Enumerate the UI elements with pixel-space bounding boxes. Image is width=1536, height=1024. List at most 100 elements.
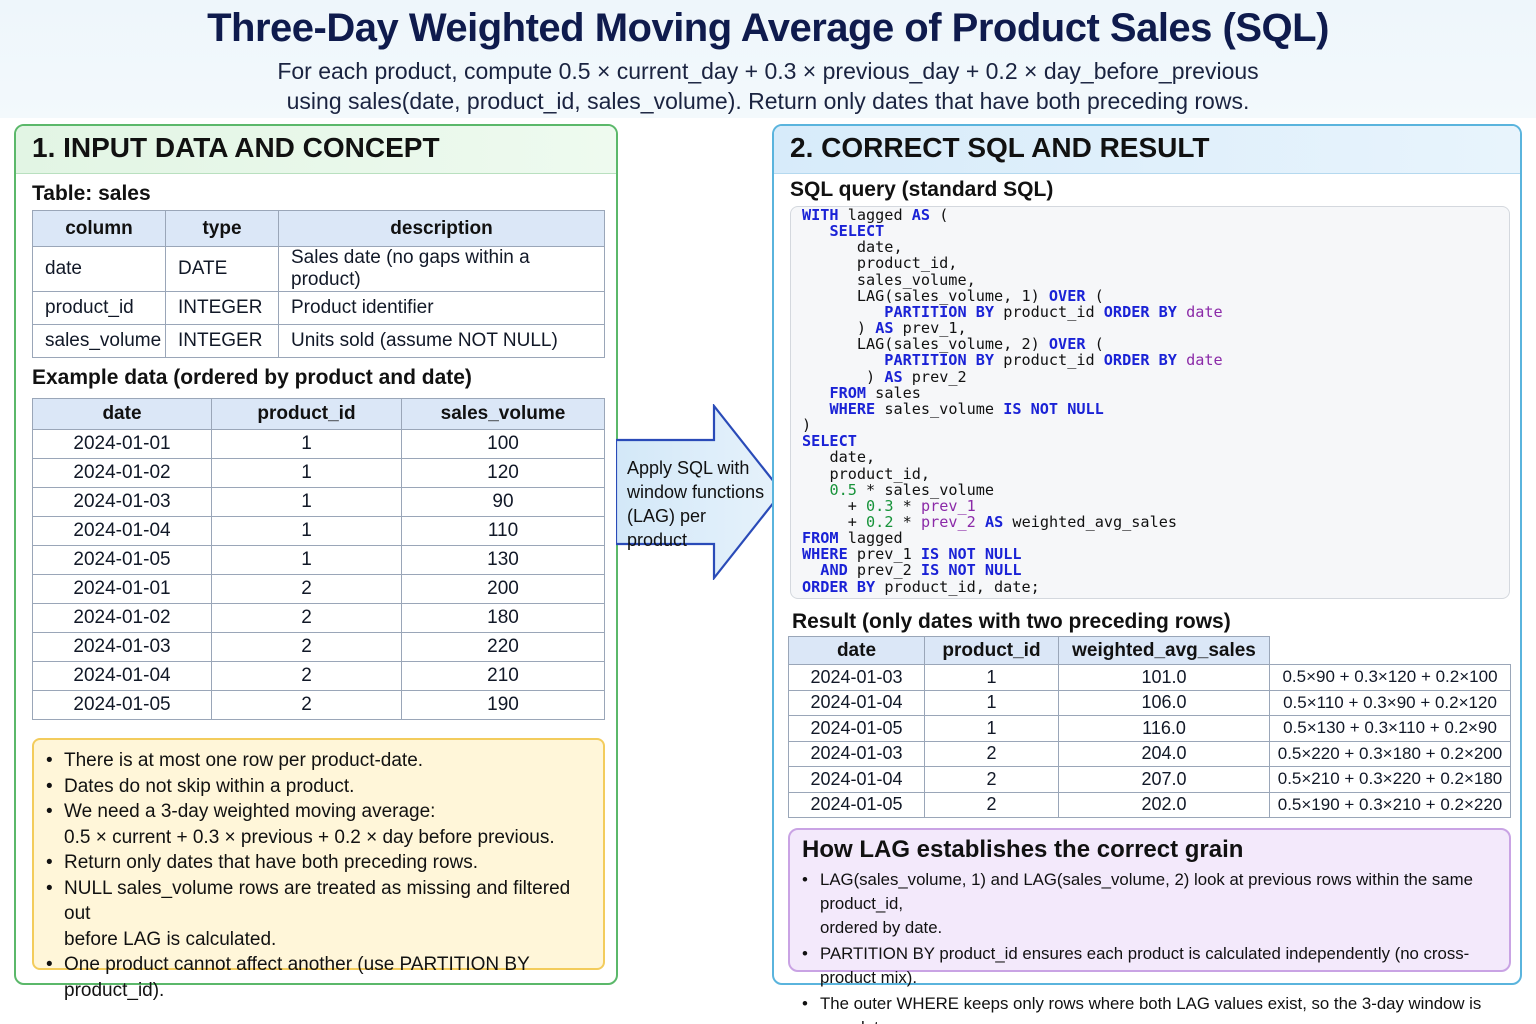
table-row: 2024-01-05 1 130	[32, 545, 605, 575]
table-cell: 1	[924, 664, 1059, 691]
table-cell: 2024-01-02	[32, 603, 212, 633]
schema-row: sales_volume INTEGER Units sold (assume …	[32, 324, 605, 358]
table-cell: 2024-01-02	[32, 458, 212, 488]
table-row: 2024-01-04 1 106.0 0.5×110 + 0.3×90 + 0.2×1…	[788, 689, 1511, 716]
schema-cell: INTEGER	[165, 324, 279, 358]
lag-explanation-title: How LAG establishes the correct grain	[802, 836, 1244, 863]
lag-point-continuation: ordered by date.	[820, 918, 943, 937]
table-row: 2024-01-03 2 220	[32, 632, 605, 662]
table-cell: 202.0	[1058, 791, 1270, 818]
process-arrow-icon	[616, 404, 784, 580]
table-cell: 2024-01-05	[788, 715, 925, 742]
table-cell: 2	[211, 632, 402, 662]
schema-cell: sales_volume	[32, 324, 166, 358]
table-cell: 120	[401, 458, 605, 488]
result-header-blank	[1269, 636, 1511, 665]
table-row: 2024-01-02 1 120	[32, 458, 605, 488]
formula-cell: 0.5×190 + 0.3×210 + 0.2×220	[1269, 791, 1511, 818]
formula-cell: 0.5×220 + 0.3×180 + 0.2×200	[1269, 740, 1511, 767]
table-cell: 116.0	[1058, 715, 1270, 742]
sql-code-block: WITH lagged AS ( SELECT date, product_id…	[790, 206, 1510, 599]
header: Three-Day Weighted Moving Average of Pro…	[0, 0, 1536, 118]
formula-cell: 0.5×90 + 0.3×120 + 0.2×100	[1269, 664, 1511, 691]
example-data-table: date product_id sales_volume 2024-01-01 1…	[32, 398, 605, 720]
table-cell: 200	[401, 574, 605, 604]
input-panel-title: 1. INPUT DATA AND CONCEPT	[16, 126, 616, 174]
table-cell: 90	[401, 487, 605, 517]
table-cell: 110	[401, 516, 605, 546]
table-cell: 2024-01-05	[788, 791, 925, 818]
table-row: 2024-01-04 1 110	[32, 516, 605, 546]
table-cell: 2	[924, 740, 1059, 767]
sql-query-title: SQL query (standard SQL)	[790, 178, 1054, 201]
assumptions-note-box: There is at most one row per product-dat…	[32, 738, 605, 1001]
table-cell: 190	[401, 690, 605, 720]
table-cell: 210	[401, 661, 605, 691]
lag-point: PARTITION BY product_id ensures each pro…	[802, 942, 1499, 990]
lag-point: The outer WHERE keeps only rows where bo…	[802, 992, 1499, 1024]
formula-cell: 0.5×210 + 0.3×220 + 0.2×180	[1269, 766, 1511, 793]
note-item: Return only dates that have both precedi…	[44, 850, 593, 876]
table-cell: 1	[924, 715, 1059, 742]
note-item: We need a 3-day weighted moving average:	[44, 799, 593, 825]
sql-panel-title: 2. CORRECT SQL AND RESULT	[774, 126, 1520, 174]
lag-explanation-box: How LAG establishes the correct grain LA…	[788, 828, 1511, 1024]
table-row: 2024-01-05 2 190	[32, 690, 605, 720]
table-row: 2024-01-03 1 90	[32, 487, 605, 517]
schema-header-cell: column	[32, 210, 166, 247]
table-row: 2024-01-05 1 116.0 0.5×130 + 0.3×110 + 0.2×…	[788, 715, 1511, 742]
arrow-label-line: (LAG) per product	[627, 506, 707, 550]
subtitle-line-1: For each product, compute 0.5 × current_…	[277, 58, 1259, 84]
table-row: 2024-01-04 2 207.0 0.5×210 + 0.3×220 + 0.2×…	[788, 766, 1511, 793]
table-cell: 2024-01-03	[32, 632, 212, 662]
table-cell: 2024-01-01	[32, 574, 212, 604]
arrow-label-line: Apply SQL with	[627, 458, 750, 478]
table-row: 2024-01-01 2 200	[32, 574, 605, 604]
note-item: NULL sales_volume rows are treated as mi…	[44, 876, 593, 927]
table-cell: 2	[211, 690, 402, 720]
schema-cell: DATE	[165, 246, 279, 292]
table-cell: 2024-01-04	[788, 689, 925, 716]
schema-table-title: Table: sales	[32, 182, 151, 205]
table-cell: 1	[924, 689, 1059, 716]
table-cell: 204.0	[1058, 740, 1270, 767]
table-cell: 106.0	[1058, 689, 1270, 716]
table-cell: 2	[924, 791, 1059, 818]
table-cell: 1	[211, 516, 402, 546]
note-item: There is at most one row per product-dat…	[44, 748, 593, 774]
table-cell: 2	[211, 603, 402, 633]
schema-cell: Product identifier	[278, 291, 605, 325]
table-cell: 2024-01-05	[32, 690, 212, 720]
note-item: One product cannot affect another (use P…	[44, 952, 593, 1003]
subtitle-line-2: using sales(date, product_id, sales_volu…	[286, 88, 1250, 114]
table-cell: 100	[401, 429, 605, 459]
table-row: 2024-01-03 2 204.0 0.5×220 + 0.3×180 + 0.2×…	[788, 740, 1511, 767]
note-item-continuation: 0.5 × current + 0.3 × previous + 0.2 × d…	[64, 826, 555, 848]
schema-cell: INTEGER	[165, 291, 279, 325]
schema-header-cell: type	[165, 210, 279, 247]
table-cell: 1	[211, 487, 402, 517]
result-header-cell: product_id	[924, 636, 1059, 665]
table-row: 2024-01-04 2 210	[32, 661, 605, 691]
table-cell: 2024-01-05	[32, 545, 212, 575]
note-item-continuation: before LAG is calculated.	[64, 928, 277, 950]
table-cell: 2024-01-04	[32, 516, 212, 546]
table-cell: 2	[924, 766, 1059, 793]
schema-table: column type description date DATE Sales …	[32, 210, 605, 358]
schema-row: product_id INTEGER Product identifier	[32, 291, 605, 325]
schema-cell: date	[32, 246, 166, 292]
result-table-title: Result (only dates with two preceding ro…	[792, 610, 1231, 633]
formula-cell: 0.5×110 + 0.3×90 + 0.2×120	[1269, 689, 1511, 716]
lag-point: LAG(sales_volume, 1) and LAG(sales_volum…	[802, 868, 1499, 916]
result-header-row: date product_id weighted_avg_sales	[788, 636, 1511, 665]
table-cell: 180	[401, 603, 605, 633]
table-cell: 1	[211, 429, 402, 459]
schema-header-row: column type description	[32, 210, 605, 247]
table-cell: 130	[401, 545, 605, 575]
sql-code: WITH lagged AS ( SELECT date, product_id…	[802, 206, 1223, 596]
table-cell: 1	[211, 545, 402, 575]
input-data-panel: 1. INPUT DATA AND CONCEPT Table: sales c…	[14, 124, 618, 1001]
table-cell: 220	[401, 632, 605, 662]
example-header-cell: sales_volume	[401, 398, 605, 430]
page-title: Three-Day Weighted Moving Average of Pro…	[207, 6, 1329, 50]
